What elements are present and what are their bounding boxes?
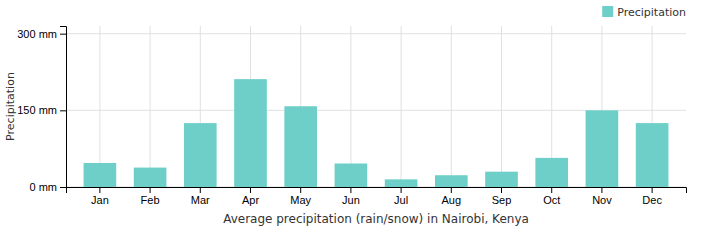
tick: Nov: [592, 187, 612, 206]
y-axis-title: Precipitation: [4, 72, 17, 141]
bar: [84, 163, 117, 187]
grid-line: [401, 26, 402, 187]
grid-line: [350, 26, 351, 187]
y-axis: 0 mm 150 mm 300 mm: [17, 27, 66, 194]
tick-mark: [60, 34, 66, 35]
bars: [84, 79, 669, 187]
tick-label: Apr: [242, 194, 259, 206]
bar: [284, 106, 317, 187]
bar: [184, 123, 217, 187]
axis-line: [67, 188, 687, 194]
bar: [335, 163, 368, 187]
grid: [66, 26, 686, 187]
tick-label: Jul: [394, 194, 408, 206]
chart: Jan Feb Mar Apr May Jun Jul Aug Sep Oct Nov Dec 0 mm…: [0, 0, 702, 231]
tick: Sep: [492, 187, 512, 206]
tick-mark: [150, 187, 151, 193]
tick-mark: [200, 187, 201, 193]
tick-mark: [601, 187, 602, 193]
tick-mark: [401, 187, 402, 193]
tick-mark: [451, 187, 452, 193]
bar: [134, 168, 167, 187]
tick: 150 mm: [17, 104, 66, 116]
tick-mark: [60, 110, 66, 111]
grid-line: [66, 33, 686, 34]
tick-mark: [60, 187, 66, 188]
grid-line: [150, 26, 151, 187]
tick: Dec: [642, 187, 662, 206]
tick-label: May: [290, 194, 311, 206]
tick-mark: [551, 187, 552, 193]
tick-mark: [250, 187, 251, 193]
tick-mark: [99, 187, 100, 193]
plot: Jan Feb Mar Apr May Jun Jul Aug Sep Oct Nov Dec 0 mm…: [17, 26, 686, 206]
tick: Oct: [543, 187, 560, 206]
tick-label: 0 mm: [30, 181, 58, 193]
tick: Jul: [394, 187, 408, 206]
x-axis: Jan Feb Mar Apr May Jun Jul Aug Sep Oct Nov Dec: [67, 187, 687, 206]
bar: [636, 123, 669, 187]
tick: Jun: [342, 187, 360, 206]
legend-item: Precipitation: [602, 6, 686, 19]
tick: Jan: [91, 187, 109, 206]
grid-line: [451, 26, 452, 187]
tick: Feb: [141, 187, 160, 206]
grid-line: [99, 26, 100, 187]
axis-line: [60, 27, 67, 188]
tick-mark: [501, 187, 502, 193]
grid-line: [501, 26, 502, 187]
tick-label: Jun: [342, 194, 360, 206]
tick-label: Oct: [543, 194, 560, 206]
legend-swatch: [602, 6, 613, 17]
tick-label: Jan: [91, 194, 109, 206]
legend: Precipitation: [602, 6, 686, 19]
tick-mark: [652, 187, 653, 193]
tick-label: 300 mm: [17, 28, 57, 40]
tick-label: Sep: [492, 194, 512, 206]
tick-mark: [350, 187, 351, 193]
tick: Apr: [242, 187, 259, 206]
tick: 0 mm: [30, 181, 67, 193]
tick-label: Nov: [592, 194, 612, 206]
bar: [535, 158, 568, 187]
tick: 300 mm: [17, 28, 66, 40]
tick: May: [290, 187, 311, 206]
bar: [234, 79, 267, 187]
tick-label: 150 mm: [17, 104, 57, 116]
bar: [435, 175, 468, 187]
tick-label: Feb: [141, 194, 160, 206]
legend-label: Precipitation: [617, 6, 686, 19]
bar: [385, 179, 418, 187]
tick: Mar: [191, 187, 210, 206]
tick-mark: [300, 187, 301, 193]
tick-label: Aug: [442, 194, 462, 206]
tick: Aug: [442, 187, 462, 206]
tick-label: Dec: [642, 194, 662, 206]
bar: [485, 172, 518, 187]
tick-label: Mar: [191, 194, 210, 206]
x-axis-title: Average precipitation (rain/snow) in Nai…: [223, 212, 529, 226]
bar: [586, 110, 619, 187]
